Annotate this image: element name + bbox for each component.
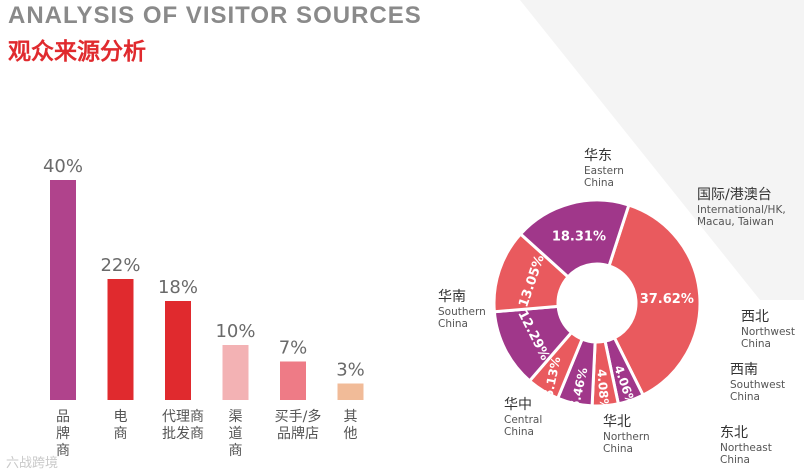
region-label-en: China (603, 443, 633, 455)
region-label-zh: 西南 (730, 362, 758, 378)
bar-value-label: 22% (100, 255, 140, 276)
region-label-zh: 西北 (741, 309, 769, 325)
bar-category-label: 品 (56, 409, 70, 425)
bar-value-label: 18% (158, 277, 198, 298)
bar-category-label: 买手/多 (275, 408, 322, 425)
bar-category-label: 代理商 (162, 409, 204, 425)
donut-slice-7 (518, 198, 631, 279)
region-label-en: Northern (603, 431, 650, 443)
region-label-en: Southern (438, 306, 486, 318)
region-label-en: International/HK, (697, 204, 786, 216)
region-label-en: Northeast (720, 442, 772, 454)
bar-value-label: 10% (215, 321, 255, 342)
bar-category-label: 他 (344, 426, 358, 442)
bar-category-label: 其 (344, 409, 358, 425)
region-label-zh: 国际/港澳台 (697, 187, 772, 203)
region-label-zh: 东北 (720, 425, 748, 441)
bar-category-label: 批发商 (162, 426, 204, 442)
bar-category-label: 商 (56, 443, 70, 459)
bar-3 (222, 345, 249, 400)
bar-category-label: 渠 (229, 409, 243, 425)
region-label-en: China (438, 318, 468, 330)
region-label-zh: 华北 (603, 414, 631, 430)
bar-0 (50, 180, 76, 400)
region-label-en: Macau, Taiwan (697, 216, 774, 228)
donut-value-label: 4.08% (594, 368, 611, 411)
bar-value-label: 3% (336, 360, 365, 381)
region-label-zh: 华中 (504, 397, 532, 413)
bar-5 (337, 383, 364, 400)
page-title-en: ANALYSIS OF VISITOR SOURCES (8, 2, 422, 29)
bar-category-label: 商 (229, 443, 243, 459)
bar-category-label: 商 (114, 426, 128, 442)
region-label-en: China (720, 454, 750, 466)
bar-category-label: 道 (229, 426, 243, 442)
region-label-en: Southwest (730, 379, 785, 391)
watermark-logo: 六战跨境 (6, 456, 59, 471)
bar-category-label: 牌 (56, 425, 70, 442)
bar-value-label: 40% (43, 156, 83, 177)
bar-4 (280, 361, 306, 400)
region-label-zh: 华南 (438, 289, 466, 305)
donut-slice-0 (607, 203, 702, 398)
bar-value-label: 7% (279, 338, 308, 359)
region-label-en: China (584, 177, 614, 189)
region-label-en: China (730, 391, 760, 403)
bar-category-label: 品牌店 (277, 425, 319, 442)
region-label-en: China (504, 426, 534, 438)
bar-2 (165, 301, 191, 400)
region-label-en: Central (504, 414, 542, 426)
region-label-en: Northwest (741, 326, 795, 338)
region-label-en: China (741, 338, 771, 350)
page-title-zh: 观众来源分析 (8, 39, 146, 65)
donut-value-label: 18.31% (552, 229, 606, 244)
bar-1 (107, 279, 134, 400)
region-label-zh: 华东 (584, 148, 612, 164)
bar-category-label: 电 (114, 409, 128, 425)
donut-value-label: 37.62% (640, 292, 694, 307)
region-label-en: Eastern (584, 165, 624, 177)
